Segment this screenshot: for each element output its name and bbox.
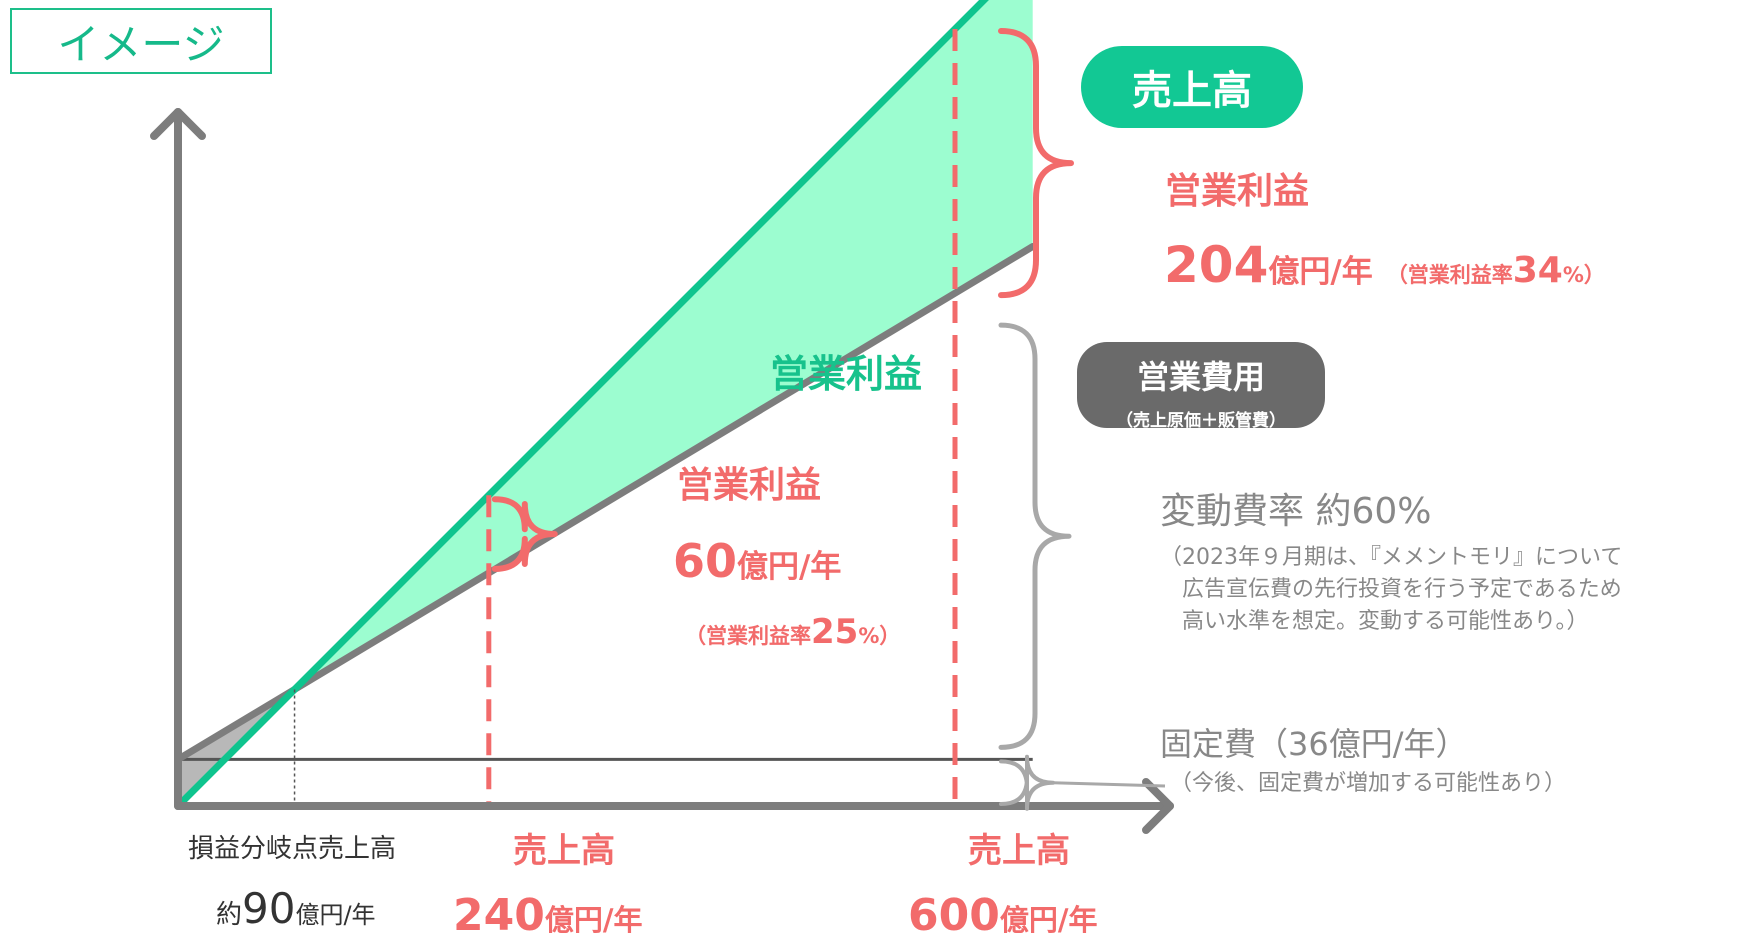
variable-cost-note-1: （2023年９月期は、『メメントモリ』について	[1160, 545, 1623, 570]
cost-line-label: 営業費用 （売上原価＋販管費）	[1077, 342, 1325, 431]
profit-600-margin-prefix: （営業利益率	[1386, 263, 1513, 287]
fixed-cost-connector	[1052, 781, 1166, 788]
image-tag: イメージ	[10, 8, 272, 74]
breakeven-label: 損益分岐点売上高	[188, 834, 397, 864]
breakeven-number: 90	[242, 884, 296, 933]
fixed-cost-title: 固定費（36億円/年）	[1160, 725, 1468, 763]
profit-600-unit: 億円/年	[1268, 254, 1373, 290]
profit-240-brace	[491, 496, 558, 572]
sales-600-label: 売上高	[968, 831, 1070, 871]
profit-600-amount: 204	[1164, 236, 1269, 294]
profit-240-margin: （営業利益率25%）	[685, 615, 900, 649]
profit-240-amount: 60	[673, 534, 738, 588]
profit-600-margin-value: 34	[1512, 250, 1563, 291]
breakeven-prefix: 約	[216, 900, 243, 930]
variable-cost-note-3: 高い水準を想定。変動する可能性あり。）	[1182, 609, 1589, 634]
y-axis-arrow	[150, 108, 206, 140]
profit-600-value: 204億円/年 （営業利益率34%）	[1164, 240, 1605, 290]
profit-area	[294, 0, 1033, 690]
sales-600-value: 600億円/年	[908, 894, 1097, 938]
sales-240-label: 売上高	[513, 831, 615, 871]
sales-600-number: 600	[908, 890, 1000, 941]
sales-240-number: 240	[453, 890, 545, 941]
profit-240-value: 60億円/年	[673, 538, 841, 584]
sales-240-value: 240億円/年	[453, 894, 642, 938]
sales-line	[174, 0, 989, 810]
breakeven-value: 約90億円/年	[216, 888, 376, 930]
variable-cost-note-2: 広告宣伝費の先行投資を行う予定であるため	[1182, 577, 1622, 602]
sales-line-label: 売上高	[1081, 46, 1303, 128]
variable-cost-title: 変動費率 約60%	[1160, 491, 1432, 532]
fixed-cost-brace	[999, 754, 1055, 811]
profit-600-margin-suffix: %）	[1562, 263, 1605, 287]
profit-240-title: 営業利益	[677, 465, 822, 506]
profit-240-unit: 億円/年	[737, 549, 842, 585]
sales-600-unit: 億円/年	[999, 903, 1098, 937]
profit-600-brace	[998, 28, 1074, 299]
x-axis-arrow	[1142, 778, 1174, 834]
fixed-cost-note: （今後、固定費が増加する可能性あり）	[1170, 771, 1567, 796]
profit-area-label: 営業利益	[770, 352, 923, 396]
profit-240-margin-prefix: （営業利益率	[685, 624, 811, 648]
variable-cost-brace	[998, 322, 1072, 750]
cost-line-title: 営業費用	[1136, 358, 1265, 396]
cost-line-subtitle: （売上原価＋販管費）	[1116, 411, 1286, 431]
profit-600-title: 営業利益	[1165, 171, 1310, 212]
profit-240-margin-suffix: %）	[858, 624, 901, 648]
cost-line	[174, 243, 1037, 763]
sales-240-unit: 億円/年	[544, 903, 643, 937]
breakeven-unit: 億円/年	[295, 901, 376, 929]
profit-240-margin-value: 25	[811, 612, 859, 652]
